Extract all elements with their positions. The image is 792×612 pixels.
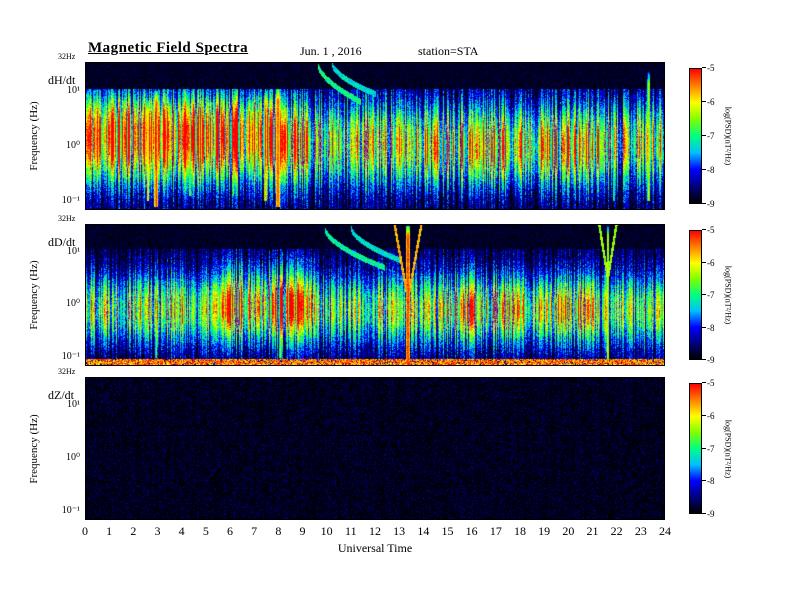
figure-title: Magnetic Field Spectra xyxy=(88,40,249,56)
y-top-edge-label: 32Hz xyxy=(58,52,76,61)
x-axis-tick-label: 7 xyxy=(251,524,258,538)
x-axis-tick-label: 14 xyxy=(417,524,430,538)
colorbar-ticks: -5 -6 -7 -8 -9 xyxy=(702,378,729,519)
panel-dddt: 32Hz dD/dt Frequency (Hz) 10¹ 10⁰ 10⁻¹ -5-… xyxy=(28,214,733,366)
x-axis-tick-label: 12 xyxy=(369,524,381,538)
x-axis-tick-label: 16 xyxy=(465,524,478,538)
channel-label-dddt: dD/dt xyxy=(48,235,76,249)
y-top-edge-label: 32Hz xyxy=(58,214,76,223)
y-tick-label: 10¹ xyxy=(67,398,80,410)
x-axis-tick-label: 2 xyxy=(130,524,137,538)
colorbar-tick-label: -8 xyxy=(702,165,715,175)
colorbar-ticks: -5 -6 -7 -8 -9 xyxy=(702,225,729,365)
x-axis-tick-label: 17 xyxy=(489,524,502,538)
x-axis-tick-label: 13 xyxy=(393,524,406,538)
x-axis-tick-label: 8 xyxy=(275,524,282,538)
x-axis-tick-label: 0 xyxy=(82,524,88,538)
y-tick-label: 10¹ xyxy=(67,245,80,257)
colorbar-tick-label: -7 xyxy=(702,290,715,300)
spectrogram-dzdt-canvas xyxy=(86,378,664,519)
colorbar-tick-label: -7 xyxy=(702,443,715,454)
y-tick-label: 10¹ xyxy=(67,84,80,96)
colorbar-tick-label: -9 xyxy=(702,509,715,519)
colorbar-tick-label: -9 xyxy=(702,199,715,209)
colorbar-tick-label: -6 xyxy=(702,257,715,268)
y-top-edge-label: 32Hz xyxy=(58,367,76,376)
colorbar-tick-label: -9 xyxy=(702,355,715,365)
x-axis-tick-label: 19 xyxy=(538,524,551,538)
panel-dhdt: 32Hz dH/dt Frequency (Hz) 10¹ 10⁰ 10⁻¹ -5-… xyxy=(28,52,733,210)
spectrogram-dddt-canvas xyxy=(86,225,664,365)
x-axis-tick-label: 23 xyxy=(634,524,647,538)
x-axis-tick-label: 3 xyxy=(154,524,161,538)
y-axis-title: Frequency (Hz) xyxy=(28,413,40,484)
y-tick-labels: 10¹ 10⁰ 10⁻¹ xyxy=(42,378,82,519)
x-axis-tick-label: 21 xyxy=(586,524,599,538)
x-axis-tick-label: 9 xyxy=(299,524,306,538)
x-axis-tick-label: 4 xyxy=(178,524,185,538)
x-axis-tick-label: 11 xyxy=(345,524,357,538)
y-axis-title: Frequency (Hz) xyxy=(28,101,40,171)
y-tick-labels: 10¹ 10⁰ 10⁻¹ xyxy=(42,225,82,365)
colorbar-tick-label: -7 xyxy=(702,131,715,141)
y-tick-label: 10⁻¹ xyxy=(61,505,80,517)
x-axis-tick-label: 1 xyxy=(106,524,113,538)
figure-date: Jun. 1 , 2016 xyxy=(300,44,362,58)
colorbar-tick-label: -5 xyxy=(702,378,715,388)
x-axis-tick-label: 24 xyxy=(659,524,671,538)
colorbar-tick-label: -5 xyxy=(702,225,715,235)
y-tick-label: 10⁻¹ xyxy=(61,351,80,363)
colorbar-title: log(PSD)(nT²/Hz) xyxy=(723,419,733,478)
x-axis-tick-label: 22 xyxy=(610,524,623,538)
x-axis-title: Universal Time xyxy=(337,541,413,555)
x-axis-tick-label: 18 xyxy=(514,524,526,538)
x-axis-tick-label: 10 xyxy=(320,524,333,538)
colorbar-gradient xyxy=(689,68,702,204)
colorbar-tick-label: -8 xyxy=(702,322,715,333)
colorbar-ticks: -5 -6 -7 -8 -9 xyxy=(702,63,729,209)
channel-label-dzdt: dZ/dt xyxy=(48,388,74,402)
y-axis-title: Frequency (Hz) xyxy=(28,260,40,330)
x-axis-tick-label: 15 xyxy=(441,524,454,538)
y-tick-label: 10⁰ xyxy=(65,451,80,463)
station-label: station=STA xyxy=(418,44,479,58)
colorbar-gradient xyxy=(689,230,702,360)
y-tick-label: 10⁰ xyxy=(65,298,80,310)
x-axis-tick-labels: 0 1 2 3 4 5 6 7 8 9 10 11 12 13 14 15 16 17 18 19 20 21 22 23 24 xyxy=(82,524,671,538)
x-axis-tick-label: 6 xyxy=(227,524,233,538)
colorbar-tick-label: -5 xyxy=(702,63,715,73)
colorbar-title: log(PSD)(nT²/Hz) xyxy=(723,265,733,325)
colorbar-gradient xyxy=(689,383,702,514)
colorbar-title: log(PSD)(nT²/Hz) xyxy=(723,106,733,166)
panel-dzdt: 32Hz dZ/dt Frequency (Hz) 10¹ 10⁰ 10⁻¹ -5-… xyxy=(28,367,733,520)
colorbar-tick-label: -6 xyxy=(702,97,715,107)
y-tick-label: 10⁻¹ xyxy=(61,194,80,206)
colorbar-tick-label: -8 xyxy=(702,476,715,487)
x-axis-tick-label: 5 xyxy=(202,524,209,538)
y-tick-label: 10⁰ xyxy=(65,139,80,151)
colorbar-tick-label: -6 xyxy=(702,410,715,421)
x-axis-tick-label: 20 xyxy=(562,524,575,538)
channel-label-dhdt: dH/dt xyxy=(48,73,76,87)
y-tick-labels: 10¹ 10⁰ 10⁻¹ xyxy=(42,63,82,209)
spectrogram-dhdt-canvas xyxy=(86,63,664,209)
